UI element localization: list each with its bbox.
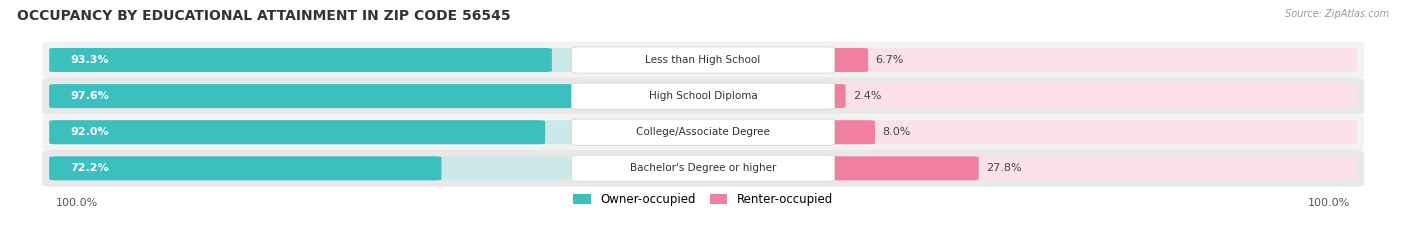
FancyBboxPatch shape bbox=[49, 84, 575, 108]
FancyBboxPatch shape bbox=[42, 78, 1364, 115]
FancyBboxPatch shape bbox=[49, 120, 588, 144]
FancyBboxPatch shape bbox=[42, 114, 1364, 151]
FancyBboxPatch shape bbox=[571, 155, 834, 182]
FancyBboxPatch shape bbox=[818, 84, 845, 108]
Text: 8.0%: 8.0% bbox=[882, 127, 910, 137]
Text: Less than High School: Less than High School bbox=[645, 55, 761, 65]
FancyBboxPatch shape bbox=[818, 156, 979, 180]
FancyBboxPatch shape bbox=[49, 156, 441, 180]
Legend: Owner-occupied, Renter-occupied: Owner-occupied, Renter-occupied bbox=[568, 188, 838, 211]
FancyBboxPatch shape bbox=[49, 48, 588, 72]
Text: 6.7%: 6.7% bbox=[875, 55, 904, 65]
Text: 92.0%: 92.0% bbox=[70, 127, 108, 137]
FancyBboxPatch shape bbox=[818, 156, 1357, 180]
Text: 2.4%: 2.4% bbox=[852, 91, 882, 101]
Text: College/Associate Degree: College/Associate Degree bbox=[636, 127, 770, 137]
Text: 93.3%: 93.3% bbox=[70, 55, 108, 65]
Text: 100.0%: 100.0% bbox=[1308, 198, 1350, 208]
Text: High School Diploma: High School Diploma bbox=[648, 91, 758, 101]
FancyBboxPatch shape bbox=[49, 156, 588, 180]
FancyBboxPatch shape bbox=[818, 48, 868, 72]
Text: 27.8%: 27.8% bbox=[986, 163, 1021, 173]
Text: Bachelor's Degree or higher: Bachelor's Degree or higher bbox=[630, 163, 776, 173]
FancyBboxPatch shape bbox=[571, 47, 834, 73]
FancyBboxPatch shape bbox=[49, 120, 546, 144]
Text: 97.6%: 97.6% bbox=[70, 91, 110, 101]
FancyBboxPatch shape bbox=[818, 48, 1357, 72]
Text: 72.2%: 72.2% bbox=[70, 163, 108, 173]
FancyBboxPatch shape bbox=[42, 150, 1364, 187]
FancyBboxPatch shape bbox=[42, 41, 1364, 79]
FancyBboxPatch shape bbox=[818, 120, 1357, 144]
FancyBboxPatch shape bbox=[818, 84, 1357, 108]
FancyBboxPatch shape bbox=[49, 48, 553, 72]
Text: OCCUPANCY BY EDUCATIONAL ATTAINMENT IN ZIP CODE 56545: OCCUPANCY BY EDUCATIONAL ATTAINMENT IN Z… bbox=[17, 9, 510, 23]
Text: 100.0%: 100.0% bbox=[56, 198, 98, 208]
Text: Source: ZipAtlas.com: Source: ZipAtlas.com bbox=[1285, 9, 1389, 19]
FancyBboxPatch shape bbox=[571, 83, 834, 109]
FancyBboxPatch shape bbox=[571, 119, 834, 145]
FancyBboxPatch shape bbox=[49, 84, 588, 108]
FancyBboxPatch shape bbox=[818, 120, 875, 144]
